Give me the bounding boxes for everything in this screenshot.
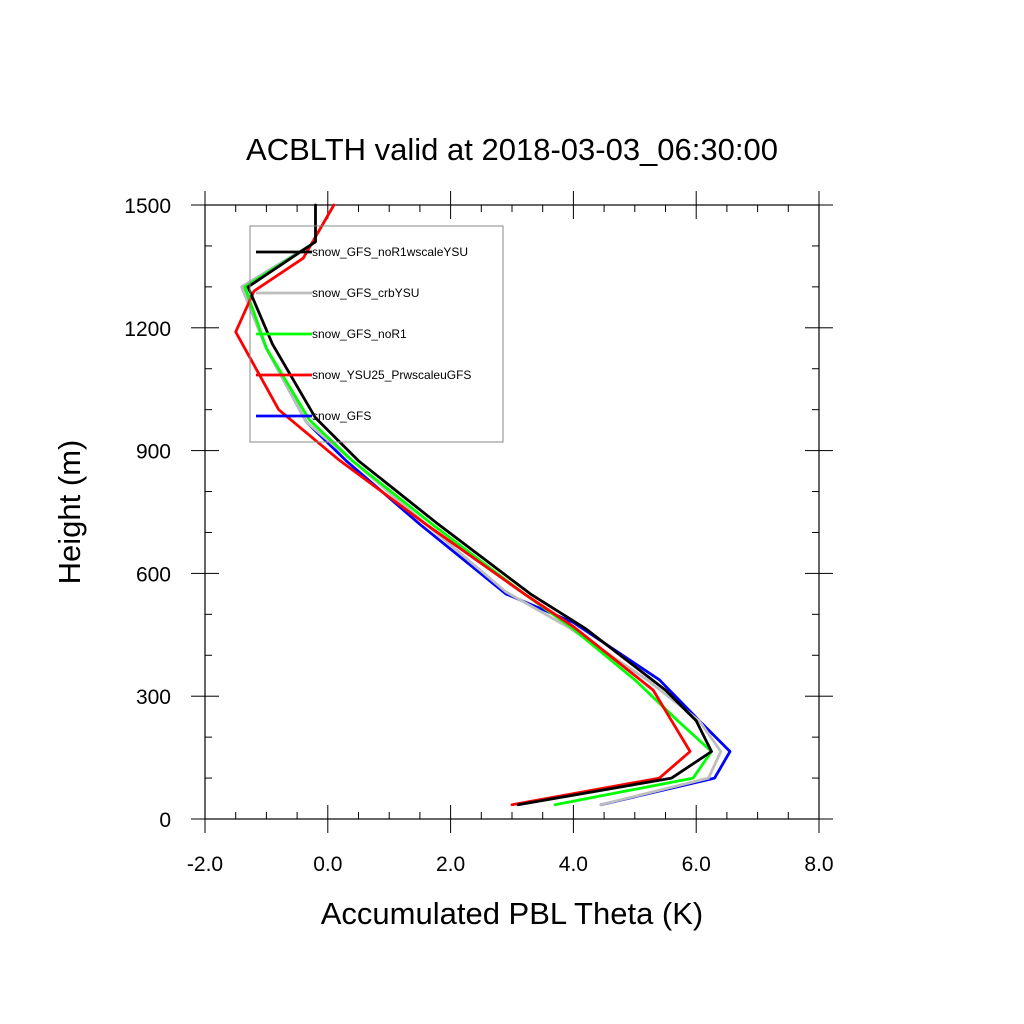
legend-entry: snow_GFS_crbYSU bbox=[312, 286, 419, 300]
y-axis-label: Height (m) bbox=[52, 440, 87, 585]
legend-box bbox=[249, 225, 504, 443]
x-axis: -2.0 0.0 2.0 4.0 6.0 8.0 bbox=[187, 191, 834, 876]
x-tick-label: 0.0 bbox=[313, 853, 342, 876]
x-axis-label: Accumulated PBL Theta (K) bbox=[321, 896, 704, 931]
y-axis: 0 300 600 900 1200 1500 bbox=[124, 195, 833, 832]
y-tick-label: 1500 bbox=[124, 195, 171, 218]
x-tick-label: -2.0 bbox=[187, 853, 223, 876]
y-tick-label: 300 bbox=[136, 686, 171, 709]
x-tick-label: 6.0 bbox=[682, 853, 711, 876]
legend-entry: snow_YSU25_PrwscaleuGFS bbox=[312, 368, 471, 382]
y-tick-label: 0 bbox=[159, 809, 171, 832]
series-layer bbox=[234, 203, 732, 807]
legend-entry: snow_GFS bbox=[312, 409, 371, 423]
y-tick-label: 600 bbox=[136, 563, 171, 586]
y-tick-label: 1200 bbox=[124, 318, 171, 341]
legend: snow_GFS_noR1wscaleYSU snow_GFS_crbYSUsno… bbox=[249, 225, 504, 443]
series-line-snow_GFS_noR1wscaleYSU bbox=[246, 203, 713, 807]
x-tick-label: 8.0 bbox=[804, 853, 833, 876]
x-tick-label: 4.0 bbox=[559, 853, 588, 876]
x-tick-label: 2.0 bbox=[436, 853, 465, 876]
plot-area bbox=[204, 204, 820, 820]
y-tick-label: 900 bbox=[136, 441, 171, 464]
chart-title: ACBLTH valid at 2018-03-03_06:30:00 bbox=[246, 132, 778, 167]
plot-frame bbox=[204, 204, 820, 820]
legend-entry: snow_GFS_noR1wscaleYSU bbox=[312, 245, 468, 259]
series-line-snow_YSU25_PrwscaleuGFS bbox=[234, 203, 692, 807]
legend-entry: snow_GFS_noR1 bbox=[312, 327, 407, 341]
